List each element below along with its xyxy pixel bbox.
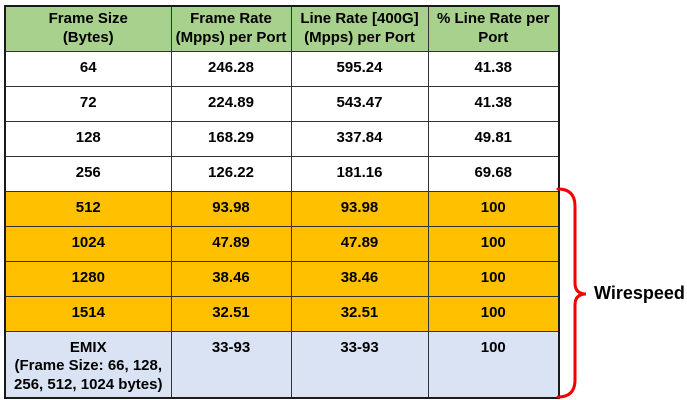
cell-pct-line-rate: 49.81 [427,120,560,157]
cell-pct-line-rate: 69.68 [427,155,560,192]
cell-pct-line-rate: 100 [427,295,560,332]
cell-line-rate: 181.16 [290,155,429,192]
table-row: 72 224.89 543.47 41.38 [4,85,560,122]
table-row-wirespeed: 1280 38.46 38.46 100 [4,260,560,297]
col-header-pct-line-rate: % Line Rate per Port [427,5,560,52]
cell-pct-line-rate: 41.38 [427,50,560,87]
wirespeed-brace-icon [556,187,587,399]
col-header-frame-rate: Frame Rate (Mpps) per Port [170,5,292,52]
cell-frame-size: 1280 [4,260,172,297]
cell-frame-size: 256 [4,155,172,192]
table-row-wirespeed: 1514 32.51 32.51 100 [4,295,560,332]
cell-frame-size: 512 [4,190,172,227]
cell-pct-line-rate: 100 [427,330,560,399]
cell-line-rate: 543.47 [290,85,429,122]
col-header-line-rate: Line Rate [400G] (Mpps) per Port [290,5,429,52]
cell-frame-size: 128 [4,120,172,157]
cell-frame-size: EMIX (Frame Size: 66, 128, 256, 512, 102… [4,330,172,399]
cell-frame-rate: 93.98 [170,190,292,227]
cell-pct-line-rate: 100 [427,225,560,262]
cell-frame-rate: 32.51 [170,295,292,332]
cell-line-rate: 32.51 [290,295,429,332]
cell-frame-size: 1024 [4,225,172,262]
cell-line-rate: 337.84 [290,120,429,157]
wirespeed-label: Wirespeed [594,283,685,303]
cell-frame-rate: 38.46 [170,260,292,297]
cell-frame-rate: 168.29 [170,120,292,157]
table-row: 256 126.22 181.16 69.68 [4,155,560,192]
cell-frame-rate: 33-93 [170,330,292,399]
cell-line-rate: 93.98 [290,190,429,227]
frame-rate-table: Frame Size (Bytes) Frame Rate (Mpps) per… [4,5,560,399]
table-row-wirespeed: 512 93.98 93.98 100 [4,190,560,227]
table-row: 64 246.28 595.24 41.38 [4,50,560,87]
cell-pct-line-rate: 100 [427,190,560,227]
cell-line-rate: 595.24 [290,50,429,87]
cell-frame-rate: 224.89 [170,85,292,122]
cell-line-rate: 33-93 [290,330,429,399]
cell-pct-line-rate: 41.38 [427,85,560,122]
cell-pct-line-rate: 100 [427,260,560,297]
table-row: 128 168.29 337.84 49.81 [4,120,560,157]
col-header-frame-size: Frame Size (Bytes) [4,5,172,52]
cell-frame-rate: 126.22 [170,155,292,192]
cell-frame-size: 72 [4,85,172,122]
cell-frame-rate: 47.89 [170,225,292,262]
cell-frame-size: 64 [4,50,172,87]
cell-line-rate: 47.89 [290,225,429,262]
table-row-emix: EMIX (Frame Size: 66, 128, 256, 512, 102… [4,330,560,399]
cell-frame-size: 1514 [4,295,172,332]
cell-frame-rate: 246.28 [170,50,292,87]
cell-line-rate: 38.46 [290,260,429,297]
header-row: Frame Size (Bytes) Frame Rate (Mpps) per… [4,5,560,52]
table-row-wirespeed: 1024 47.89 47.89 100 [4,225,560,262]
